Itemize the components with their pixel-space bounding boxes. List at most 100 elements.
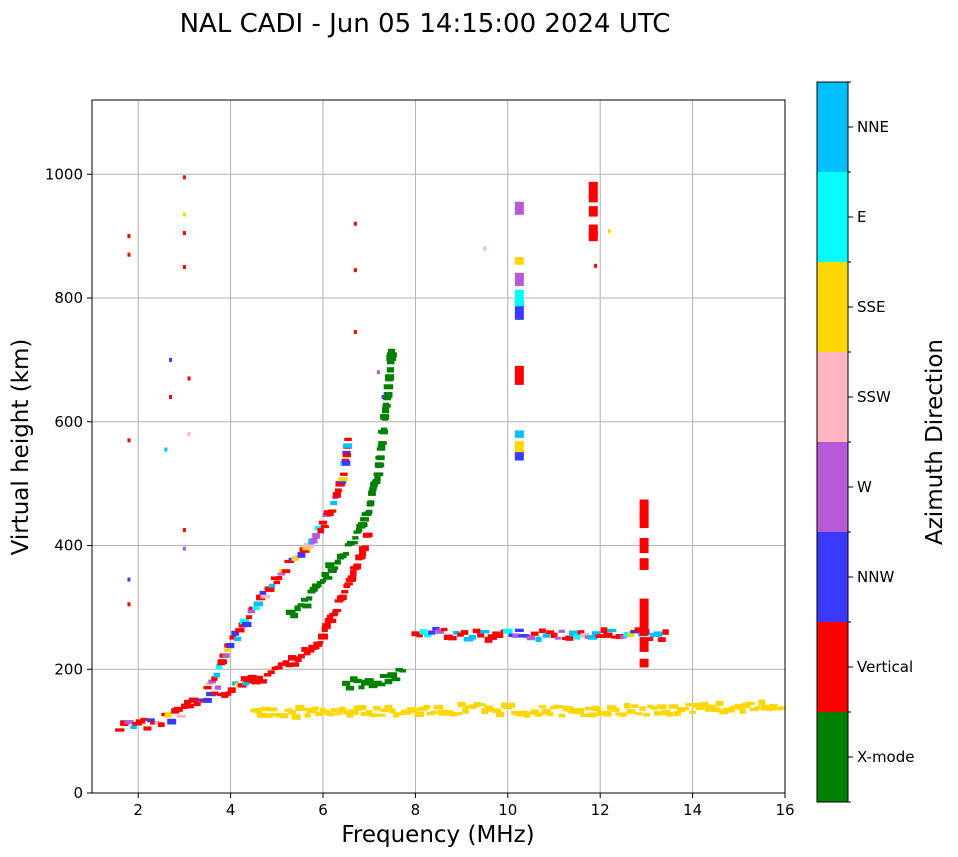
echo-mark — [588, 712, 597, 718]
echo-mark — [377, 444, 386, 448]
echo-mark — [259, 590, 267, 596]
echo-mark — [233, 636, 242, 641]
echo-mark — [435, 629, 445, 634]
echo-mark — [710, 707, 721, 712]
echo-mark — [722, 707, 732, 712]
echo-mark — [187, 703, 194, 709]
echo-mark — [514, 440, 524, 453]
echo-mark — [330, 500, 338, 506]
echo-mark — [419, 629, 428, 635]
echo-mark — [395, 668, 404, 672]
echo-mark — [132, 721, 142, 726]
echo-mark — [386, 360, 395, 365]
echo-mark — [321, 571, 330, 577]
azimuth-colorbar: X-mode Vertical NNW W SSW SSE E NNE — [816, 81, 914, 803]
echo-mark — [225, 691, 232, 696]
echo-mark — [512, 633, 519, 638]
colorbar-label: Azimuth Direction — [922, 339, 948, 545]
echo-mark — [758, 699, 766, 706]
echo-mark — [275, 576, 283, 581]
echo-mark — [135, 719, 146, 724]
echo-mark — [363, 532, 373, 538]
echo-mark — [380, 414, 390, 420]
echo-mark — [291, 662, 300, 667]
echo-mark — [282, 660, 290, 664]
y-axis-label: Virtual height (km) — [8, 339, 34, 556]
echo-mark — [169, 395, 173, 399]
echo-mark — [304, 542, 315, 548]
x-tick-label: 16 — [775, 801, 794, 819]
echo-mark — [334, 559, 341, 565]
echo-mark — [382, 404, 391, 408]
colorbar-swatch-vertical — [817, 622, 848, 712]
colorbar-frame — [816, 81, 849, 803]
echo-mark — [265, 713, 273, 718]
echo-mark — [353, 268, 357, 273]
echo-mark — [203, 686, 212, 690]
echo-mark — [481, 708, 489, 715]
echo-mark — [587, 635, 598, 640]
echo-mark — [416, 633, 423, 638]
echo-mark — [600, 627, 608, 633]
echo-mark — [356, 705, 367, 711]
echo-mark — [167, 718, 177, 725]
echo-mark — [290, 612, 299, 619]
echo-mark — [356, 555, 366, 559]
echo-mark — [312, 533, 320, 539]
echo-mark — [573, 633, 581, 640]
echo-mark — [173, 706, 183, 712]
echo-mark — [754, 706, 762, 710]
echo-mark — [639, 658, 649, 668]
echo-mark — [343, 583, 351, 588]
echo-mark — [514, 430, 524, 438]
echo-mark — [223, 648, 232, 652]
echo-mark — [448, 635, 457, 641]
echo-mark — [256, 675, 263, 682]
echo-mark — [546, 630, 555, 635]
echo-mark — [322, 576, 333, 580]
echo-mark — [353, 221, 357, 226]
echo-mark — [187, 376, 191, 381]
echo-mark — [367, 500, 375, 506]
echo-mark — [240, 676, 249, 682]
echo-mark — [381, 395, 385, 399]
echo-mark — [588, 181, 598, 198]
echo-mark — [430, 710, 439, 714]
echo-mark — [305, 648, 315, 653]
echo-mark — [384, 678, 393, 685]
echo-mark — [492, 631, 501, 637]
echo-mark — [572, 708, 582, 715]
echo-mark — [656, 704, 667, 710]
echo-mark — [300, 707, 307, 711]
echo-mark — [769, 703, 778, 710]
echo-mark — [626, 709, 636, 714]
echo-mark — [182, 546, 186, 551]
echo-mark — [247, 674, 257, 681]
echo-mark — [340, 553, 347, 559]
echo-mark — [446, 709, 454, 715]
echo-mark — [273, 580, 281, 585]
echo-mark — [453, 630, 460, 635]
echo-mark — [386, 355, 396, 361]
echo-mark — [285, 662, 293, 668]
echo-mark — [742, 702, 751, 708]
echo-mark — [379, 673, 390, 679]
echo-mark — [588, 224, 598, 236]
echo-mark — [627, 631, 635, 637]
echo-mark — [727, 707, 735, 713]
x-tick-label: 10 — [498, 801, 517, 819]
echo-mark — [215, 663, 223, 670]
echo-mark — [127, 438, 131, 443]
echo-mark — [611, 707, 620, 712]
echo-mark — [699, 701, 709, 708]
x-tick-label: 6 — [318, 801, 328, 819]
y-tick-label: 1000 — [45, 165, 83, 183]
echo-mark — [281, 569, 291, 574]
echo-mark — [251, 679, 261, 685]
echo-mark — [596, 710, 604, 716]
echo-mark — [246, 615, 253, 620]
echo-mark — [295, 704, 305, 711]
echo-mark — [635, 712, 643, 716]
echo-mark — [514, 300, 524, 320]
echo-mark — [291, 714, 301, 720]
